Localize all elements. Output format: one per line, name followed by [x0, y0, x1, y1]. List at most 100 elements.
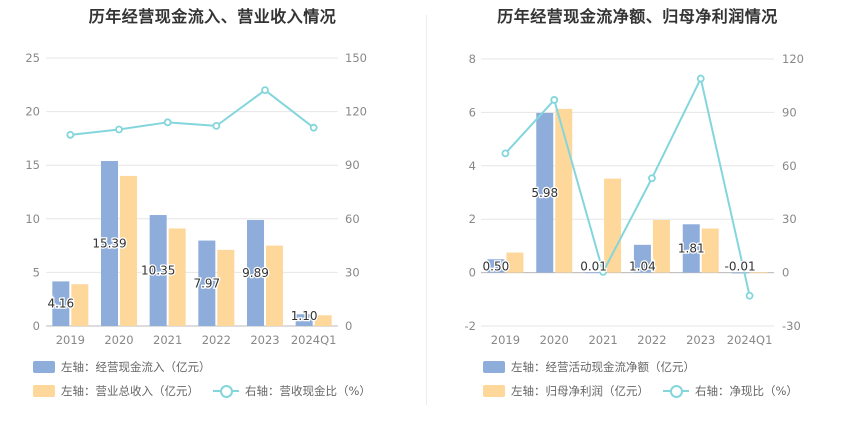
legend-label: 右轴：营收现金比（%）	[245, 384, 371, 398]
chart-title: 历年经营现金流净额、归母净利润情况	[497, 7, 778, 26]
chart-title: 历年经营现金流入、营业收入情况	[88, 7, 337, 26]
bar-secondary	[71, 284, 89, 326]
bar-secondary	[652, 220, 670, 273]
data-label: 4.16	[47, 297, 74, 311]
y-right-tick-label: 90	[782, 105, 797, 119]
bar-primary	[682, 224, 700, 273]
y-left-tick-label: 0	[33, 319, 40, 333]
legend-swatch	[483, 361, 505, 373]
line-point	[696, 74, 705, 83]
line-point	[550, 96, 559, 104]
legend-item-bar-secondary[interactable]: 左轴：归母净利润（亿元）	[483, 383, 649, 399]
line-point	[745, 291, 754, 300]
bar-secondary	[217, 249, 235, 326]
data-label: 7.97	[193, 276, 220, 290]
y-right-tick-label: 0	[345, 319, 352, 333]
line-point	[261, 86, 269, 95]
legend-line-marker-icon	[213, 385, 239, 398]
legend-item-bar-primary[interactable]: 左轴：经营活动现金流净额（亿元）	[483, 359, 695, 375]
legend-label: 右轴：净现比（%）	[695, 384, 798, 398]
panel-divider	[426, 15, 427, 405]
x-tick-label: 2024Q1	[291, 333, 337, 347]
bar-primary	[536, 112, 554, 273]
legend-item-bar-secondary[interactable]: 左轴：营业总收入（亿元）	[33, 383, 199, 399]
data-label: 0.01	[580, 260, 607, 274]
y-right-tick-label: 90	[345, 158, 360, 172]
y-left-tick-label: 8	[469, 52, 476, 66]
y-left-tick-label: 4	[469, 159, 476, 173]
bar-primary	[198, 240, 216, 326]
y-left-tick-label: 5	[33, 265, 40, 279]
bar-secondary	[120, 175, 137, 326]
y-right-tick-label: 0	[782, 266, 789, 280]
y-right-tick-label: 60	[345, 212, 360, 226]
x-tick-label: 2021	[153, 333, 182, 347]
x-tick-label: 2022	[637, 333, 666, 347]
data-label: -0.01	[725, 260, 756, 274]
bar-secondary	[701, 228, 719, 273]
y-left-tick-label: 15	[25, 158, 40, 172]
y-right-tick-label: 30	[782, 212, 797, 226]
legend-row-2: 左轴：营业总收入（亿元） 右轴：营收现金比（%）	[33, 383, 385, 399]
bar-primary	[295, 314, 313, 326]
legend-row-1: 左轴：经营现金流入（亿元）	[33, 359, 225, 375]
data-label: 1.81	[678, 241, 705, 255]
x-tick-label: 2020	[104, 333, 133, 347]
legend-item-line[interactable]: 右轴：营收现金比（%）	[213, 383, 371, 399]
legend-row-2: 左轴：归母净利润（亿元） 右轴：净现比（%）	[483, 383, 812, 399]
line-series	[70, 88, 315, 136]
bar-primary	[101, 161, 118, 326]
cash-inflow-chart: 0 5 10 15 20 25 0 30 60 90 120 150 2019 2020 2021 2022 2…	[25, 51, 367, 347]
bar-primary	[633, 244, 651, 273]
data-label: 0.50	[483, 260, 510, 274]
y-right-tick-label: 30	[345, 265, 360, 279]
x-tick-label: 2020	[540, 333, 569, 347]
legend-label: 左轴：经营现金流入（亿元）	[61, 360, 211, 374]
y-left-tick-label: 10	[25, 212, 40, 226]
bar-primary	[731, 272, 749, 274]
y-right-tick-label: 120	[782, 52, 804, 66]
line-point	[501, 149, 510, 158]
net-cash-chart: -2 0 2 4 6 8 -30 0 30 60 90 120 2019 2020 2021 2022 2023…	[465, 52, 804, 347]
data-label: 1.04	[629, 260, 656, 274]
legend-row-1: 左轴：经营活动现金流净额（亿元）	[483, 359, 709, 375]
legend-item-line[interactable]: 右轴：净现比（%）	[663, 383, 798, 399]
line-point	[212, 121, 221, 130]
y-left-tick-label: 6	[469, 105, 476, 119]
y-left-tick-label: 25	[25, 51, 40, 65]
line-point	[648, 174, 656, 183]
legend-line-marker-icon	[663, 385, 689, 398]
chart-panel-cash-inflow: 历年经营现金流入、营业收入情况 0 5 10 15 20 25 0 30 60 90 120 150 2…	[25, 7, 385, 399]
bar-primary	[585, 272, 603, 274]
x-tick-label: 2019	[56, 333, 85, 347]
line-point	[309, 123, 318, 132]
bar-secondary	[750, 272, 768, 274]
y-right-tick-label: 120	[345, 105, 367, 119]
x-tick-label: 2023	[250, 333, 279, 347]
bar-secondary	[314, 315, 332, 326]
legend-label: 左轴：营业总收入（亿元）	[61, 384, 199, 398]
x-tick-label: 2021	[588, 333, 617, 347]
bar-primary	[52, 281, 70, 326]
legend-swatch	[483, 385, 505, 397]
y-right-tick-label: -30	[782, 319, 801, 333]
legend-swatch	[33, 385, 55, 397]
y-right-tick-label: 150	[345, 51, 367, 65]
y-left-tick-label: 20	[25, 105, 40, 119]
bar-primary	[149, 215, 167, 326]
bar-secondary	[604, 178, 622, 273]
data-label: 1.10	[291, 309, 318, 323]
y-right-tick-label: 60	[782, 159, 797, 173]
x-tick-label: 2019	[491, 333, 520, 347]
data-label: 9.89	[242, 266, 269, 280]
line-point	[599, 267, 607, 276]
data-label: 5.98	[531, 186, 558, 200]
x-tick-label: 2022	[202, 333, 231, 347]
y-left-tick-label: -2	[465, 319, 476, 333]
line-point	[115, 125, 123, 134]
legend-item-bar-primary[interactable]: 左轴：经营现金流入（亿元）	[33, 359, 211, 375]
bar-secondary	[506, 252, 524, 273]
data-label: 15.39	[92, 237, 126, 251]
bar-primary	[487, 259, 505, 273]
